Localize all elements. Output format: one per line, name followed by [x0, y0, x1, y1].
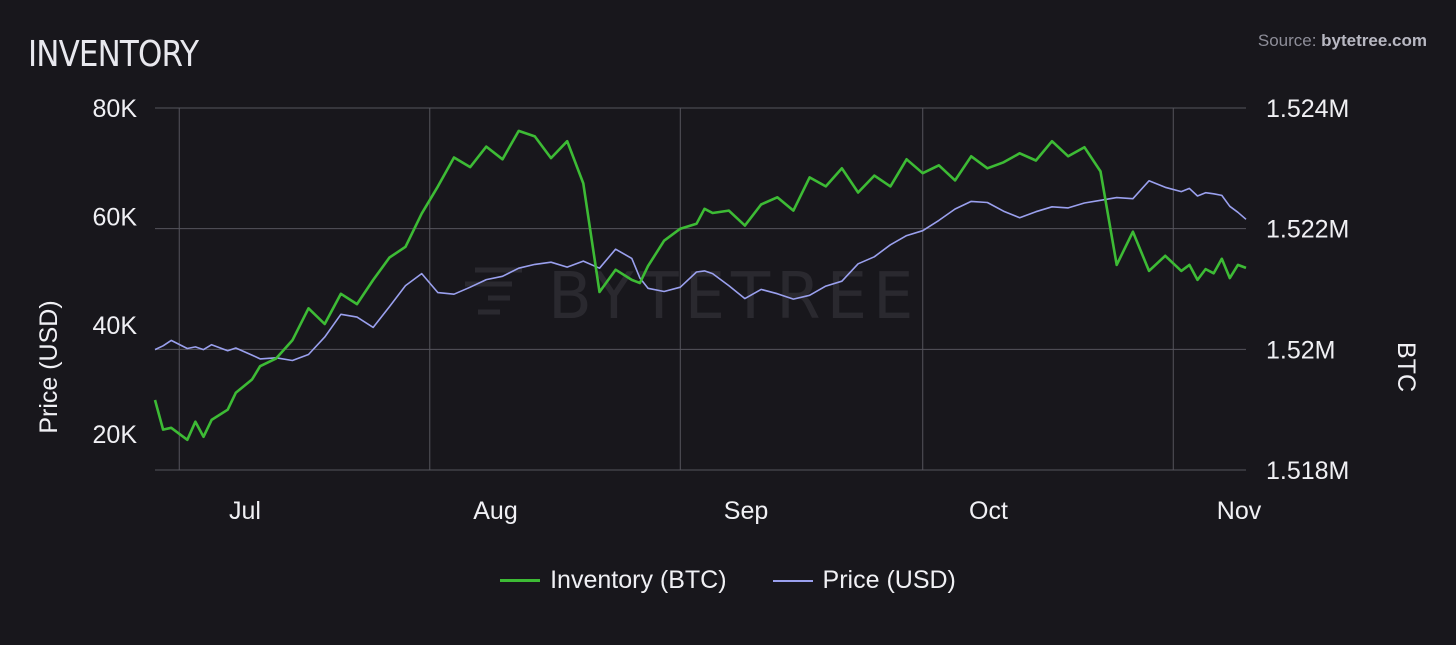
legend-label-price: Price (USD): [822, 566, 956, 594]
chart-title: INVENTORY: [28, 34, 199, 75]
chart-legend: Inventory (BTC) Price (USD): [0, 566, 1456, 595]
x-tick-label-1: Aug: [473, 497, 517, 525]
right-tick-label-1: 1.52M: [1266, 336, 1335, 364]
source-prefix: Source:: [1257, 31, 1322, 50]
right-axis-label: BTC: [1392, 342, 1420, 392]
left-tick-label-1: 40K: [93, 312, 138, 340]
source-credit[interactable]: Source: bytetree.com: [1258, 31, 1427, 51]
legend-item-inventory[interactable]: Inventory (BTC): [500, 566, 727, 595]
legend-swatch-price: [772, 579, 813, 582]
right-y-axis-ticks: 1.518M 1.52M 1.522M 1.524M: [1266, 95, 1349, 485]
series-lines: [153, 129, 1247, 442]
inventory-series-line: [153, 129, 1247, 442]
x-tick-label-0: Jul: [229, 497, 261, 525]
legend-item-price[interactable]: Price (USD): [772, 566, 956, 595]
source-site[interactable]: bytetree.com: [1321, 31, 1427, 50]
legend-label-inventory: Inventory (BTC): [550, 566, 727, 594]
watermark: BYTETREE: [548, 260, 919, 334]
price-series-line: [154, 180, 1247, 362]
right-tick-label-3: 1.524M: [1266, 95, 1349, 123]
watermark-logo-icon: [465, 267, 522, 315]
left-tick-label-2: 60K: [93, 204, 138, 232]
chart-grid: [155, 107, 1246, 471]
left-axis-label: Price (USD): [35, 300, 63, 433]
right-tick-label-2: 1.522M: [1266, 216, 1349, 244]
left-tick-label-0: 20K: [93, 421, 138, 449]
left-tick-label-3: 80K: [93, 95, 138, 123]
legend-swatch-inventory: [500, 579, 541, 582]
x-tick-label-2: Sep: [724, 497, 768, 525]
right-tick-label-0: 1.518M: [1266, 457, 1349, 485]
x-tick-label-4: Nov: [1217, 497, 1262, 525]
x-tick-label-3: Oct: [969, 497, 1008, 525]
left-y-axis-ticks: 20K 40K 60K 80K: [93, 95, 138, 449]
x-axis-ticks: Jul Aug Sep Oct Nov: [229, 497, 1262, 525]
